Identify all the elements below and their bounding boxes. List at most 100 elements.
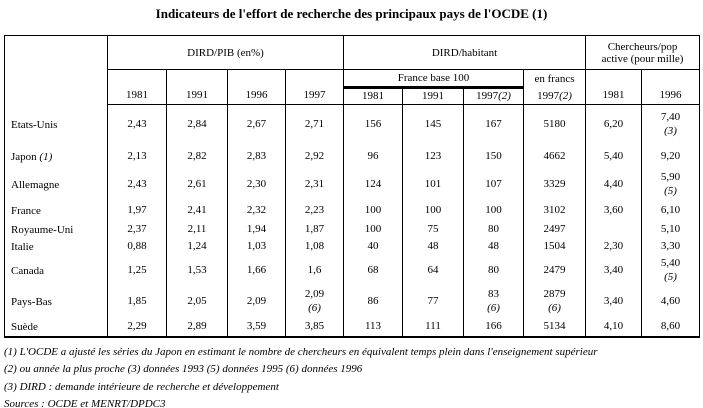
value-cell-fb-1981: 113: [343, 317, 403, 337]
value-cell-francs-1997: 2497: [522, 221, 587, 239]
country-name: Pays-Bas: [11, 295, 52, 308]
value-cell-pib-1981: 2,43: [107, 169, 167, 200]
value-cell-pib-1991: 1,53: [166, 255, 228, 286]
footnote-2: (2) ou année la plus proche (3) données …: [4, 363, 363, 376]
value-cell-chercheurs-1996: 7,40 (3): [641, 104, 701, 145]
value-cell-francs-1997: 4662: [522, 144, 587, 170]
year-header-chercheurs-1996: 1996: [641, 69, 701, 105]
value-cell-fb-1981: 100: [343, 221, 403, 239]
value-cell-fb-1991: 123: [402, 144, 464, 170]
value-cell-pib-1997: 2,31: [285, 169, 344, 200]
table-row: Italie 0,88 1,24 1,03 1,08 40 48 48 1504…: [4, 238, 701, 256]
value-cell-pib-1996: 1,94: [227, 221, 286, 239]
value-cell-pib-1997: 1,08: [285, 238, 344, 256]
year-header-pib-1996: 1996: [227, 69, 286, 105]
year-label: 1997: [476, 90, 499, 102]
value-cell-pib-1996: 2,30: [227, 169, 286, 200]
value-cell-pib-1991: 1,24: [166, 238, 228, 256]
country-cell: Etats-Unis: [4, 104, 108, 145]
value-cell-fb-1997: 83 (6): [463, 285, 524, 318]
value-cell-pib-1996: 3,59: [227, 317, 286, 337]
country-cell: France: [4, 199, 108, 222]
value-cell-pib-1996: 1,03: [227, 238, 286, 256]
country-name: Canada: [11, 264, 44, 277]
country-name: Etats-Unis: [11, 118, 58, 131]
value-cell-fb-1991: 100: [402, 199, 464, 222]
value-cell-chercheurs-1996: 6,10: [641, 199, 701, 222]
value-cell-pib-1996: 2,67: [227, 104, 286, 145]
table-row: Etats-Unis 2,43 2,84 2,67 2,71 156 145 1…: [4, 104, 701, 145]
corner-cell: [4, 35, 108, 105]
footnote-sources: Sources : OCDE et MENRT/DPDC3: [4, 398, 166, 408]
value-cell-fb-1991: 111: [402, 317, 464, 337]
footnote-3: (3) DIRD : demande intérieure de recherc…: [4, 380, 279, 393]
value-cell-chercheurs-1981: 6,20: [585, 104, 643, 145]
value-cell-pib-1991: 2,82: [166, 144, 228, 170]
value-cell-fb-1981: 124: [343, 169, 403, 200]
country-name: France: [11, 204, 41, 217]
chercheurs-label-line2: active (pour mille): [601, 52, 684, 65]
value-cell-pib-1981: 2,29: [107, 317, 167, 337]
value-cell-chercheurs-1981: 5,40: [585, 144, 643, 170]
value-cell-fb-1981: 96: [343, 144, 403, 170]
value-cell-fb-1997: 107: [463, 169, 524, 200]
value-cell-chercheurs-1996: 3,30: [641, 238, 701, 256]
year-header-fb-1991: 1991: [402, 87, 464, 105]
value-cell-francs-1997: 2879 (6): [522, 285, 587, 318]
value-cell-francs-1997: 5134: [522, 317, 587, 337]
subheader-en-francs: en francs: [522, 69, 587, 88]
footnotes: (1) L'OCDE a ajusté les séries du Japon …: [4, 346, 703, 408]
table-row: Royaume-Uni 2,37 2,11 1,94 1,87 100 75 8…: [4, 221, 701, 239]
value-cell-pib-1997: 1,6: [285, 255, 344, 286]
table-row: Suède 2,29 2,89 3,59 3,85 113 111 166 51…: [4, 317, 701, 337]
country-name: Japon: [11, 151, 37, 163]
value-cell-chercheurs-1981: 3,40: [585, 255, 643, 286]
value-cell-fb-1991: 101: [402, 169, 464, 200]
header-year-row: 1981 1991 1997(2) 1997(2): [5, 87, 700, 105]
year-header-fb-1997: 1997(2): [463, 87, 524, 105]
value-cell-pib-1996: 2,83: [227, 144, 286, 170]
table-row: Pays-Bas 1,85 2,05 2,09 2,09 (6) 86 77 83…: [4, 285, 701, 318]
year-header-chercheurs-1981: 1981: [585, 69, 643, 105]
value-cell-fb-1981: 100: [343, 199, 403, 222]
value-cell-francs-1997: 5180: [522, 104, 587, 145]
table-row: Allemagne 2,43 2,61 2,30 2,31 124 101 10…: [4, 169, 701, 200]
value-cell-pib-1981: 0,88: [107, 238, 167, 256]
value-cell-pib-1981: 1,25: [107, 255, 167, 286]
col-group-dird-pib: DIRD/PIB (en%): [107, 35, 344, 70]
value-cell-pib-1991: 2,41: [166, 199, 228, 222]
country-cell: Suède: [4, 317, 108, 337]
country-footnote-marker: (1): [36, 151, 53, 163]
value-cell-francs-1997: 3102: [522, 199, 587, 222]
country-cell: Japon (1): [4, 144, 108, 170]
year-label: 1981: [362, 90, 384, 102]
value-cell-fb-1997: 48: [463, 238, 524, 256]
value-cell-francs-1997: 3329: [522, 169, 587, 200]
country-name: Suède: [11, 320, 38, 333]
value-cell-pib-1981: 2,43: [107, 104, 167, 145]
value-cell-chercheurs-1981: [585, 221, 643, 239]
value-cell-fb-1997: 167: [463, 104, 524, 145]
value-cell-chercheurs-1981: 4,40: [585, 169, 643, 200]
year-header-pib-1991: 1991: [166, 69, 228, 105]
value-cell-pib-1991: 2,84: [166, 104, 228, 145]
value-cell-fb-1981: 156: [343, 104, 403, 145]
value-cell-francs-1997: 2479: [522, 255, 587, 286]
country-cell: Royaume-Uni: [4, 221, 108, 239]
value-cell-chercheurs-1996: 5,10: [641, 221, 701, 239]
year-footnote-marker: (2): [498, 90, 511, 102]
value-cell-pib-1991: 2,89: [166, 317, 228, 337]
value-cell-fb-1991: 48: [402, 238, 464, 256]
value-cell-pib-1981: 2,37: [107, 221, 167, 239]
page-title: Indicateurs de l'effort de recherche des…: [155, 6, 548, 21]
value-cell-fb-1991: 75: [402, 221, 464, 239]
value-cell-pib-1997: 3,85: [285, 317, 344, 337]
value-cell-chercheurs-1996: 8,60: [641, 317, 701, 337]
value-cell-fb-1997: 80: [463, 255, 524, 286]
value-cell-chercheurs-1996: 9,20: [641, 144, 701, 170]
value-cell-fb-1997: 166: [463, 317, 524, 337]
value-cell-fb-1991: 77: [402, 285, 464, 318]
country-cell: Canada: [4, 255, 108, 286]
col-group-chercheurs: Chercheurs/pop active (pour mille): [585, 35, 701, 70]
